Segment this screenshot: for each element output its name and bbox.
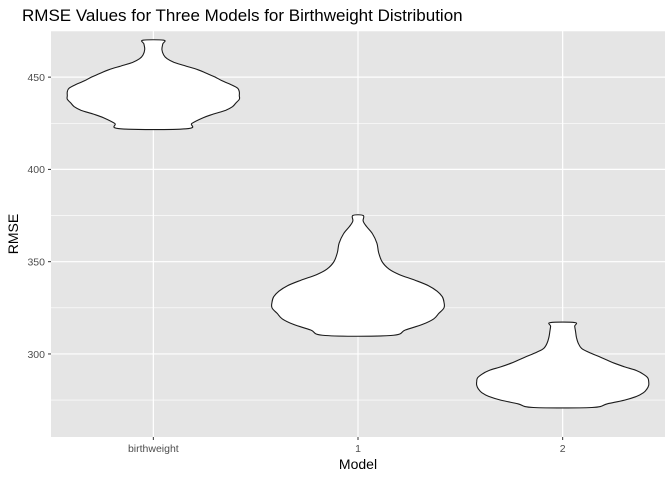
violin-birthweight — [66, 39, 241, 131]
x-tick-label: birthweight — [128, 443, 179, 455]
y-axis: 300 350 400 450 — [27, 72, 51, 361]
chart-title: RMSE Values for Three Models for Birthwe… — [22, 6, 463, 25]
y-axis-title: RMSE — [5, 214, 21, 254]
y-tick-label: 300 — [27, 349, 45, 361]
y-tick-label: 400 — [27, 164, 45, 176]
violin-1 — [270, 214, 446, 337]
x-tick-label: 1 — [355, 443, 361, 455]
x-axis-title: Model — [339, 456, 377, 472]
x-axis: birthweight 1 2 — [128, 437, 566, 455]
x-tick-label: 2 — [560, 443, 566, 455]
y-tick-label: 350 — [27, 256, 45, 268]
y-tick-label: 450 — [27, 72, 45, 84]
violin-2 — [475, 321, 650, 409]
violins — [66, 39, 650, 409]
